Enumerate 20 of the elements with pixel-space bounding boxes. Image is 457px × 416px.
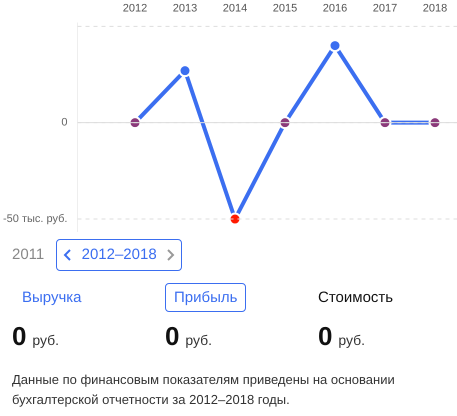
point <box>178 64 192 78</box>
x-tick-label: 2012 <box>122 2 148 14</box>
text: 0 руб. <box>12 321 60 352</box>
point <box>328 39 342 52</box>
text: 2011 <box>12 245 44 266</box>
text: Выручка <box>21 288 83 308</box>
x-tick-label: 2016 <box>322 2 348 14</box>
x-tick-label: 2013 <box>172 2 198 14</box>
text: 0 руб. <box>318 321 366 352</box>
x-tick-label: 2017 <box>372 2 398 14</box>
y-tick-label: 0 <box>61 116 68 129</box>
x-tick-label: 2014 <box>222 2 248 14</box>
y-tick-label: -50 тыс. руб. <box>3 213 68 226</box>
x-tick-label: 2015 <box>272 2 298 14</box>
text: Стоимость <box>318 288 394 308</box>
text: 2012–2018 <box>56 239 182 271</box>
text: Данные по финансовым показателям приведены на основании бухгалтерской отчетности за 2012–2018 годы. <box>12 370 396 409</box>
text: 0 руб. <box>165 321 212 352</box>
text: Прибыль <box>165 283 246 312</box>
x-tick-label: 2018 <box>422 2 448 14</box>
